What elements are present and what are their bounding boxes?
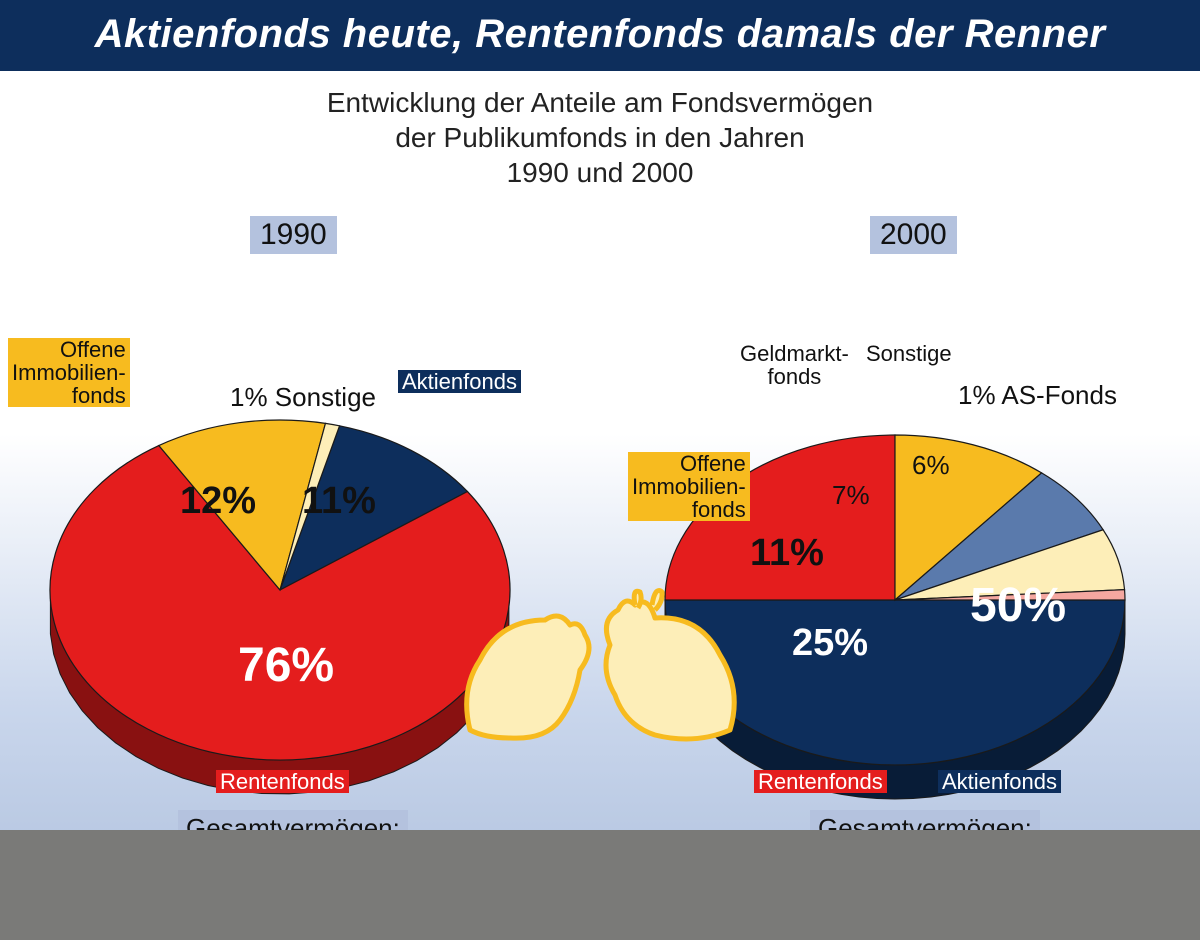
pct-aktienfonds: 11% <box>302 480 376 523</box>
label-1990-immobilien: Offene Immobilien- fonds <box>8 338 130 407</box>
subtitle-line1: Entwicklung der Anteile am Fondsvermögen <box>327 87 873 118</box>
footer-gray-bar <box>0 830 1200 940</box>
label-2000-immobilien: Offene Immobilien- fonds <box>628 452 750 521</box>
pct-geldmarktfonds: 7% <box>832 480 870 511</box>
bear-bull-icon <box>450 550 750 750</box>
label-1990-aktien: Aktienfonds <box>398 370 521 393</box>
pct-rentenfonds: 25% <box>792 622 868 665</box>
pct-sonstige: 1% Sonstige <box>230 382 376 413</box>
pct-aktienfonds: 50% <box>970 578 1066 633</box>
pct-sonstige: 6% <box>912 450 950 481</box>
label-2000-aktien: Aktienfonds <box>938 770 1061 793</box>
label-2000-sonstige: Sonstige <box>866 342 952 365</box>
pct-offene-immobilienfonds: 12% <box>180 480 256 523</box>
pct-as-fonds: 1% AS-Fonds <box>958 380 1117 411</box>
header-title: Aktienfonds heute, Rentenfonds damals de… <box>0 0 1200 71</box>
year-2000: 2000 <box>870 216 957 254</box>
charts-area: 1990 2000 Offene Immobilien- fonds Aktie… <box>0 210 1200 850</box>
year-1990: 1990 <box>250 216 337 254</box>
subtitle-line2: der Publikumfonds in den Jahren <box>395 122 804 153</box>
pct-rentenfonds: 76% <box>238 638 334 693</box>
subtitle: Entwicklung der Anteile am Fondsvermögen… <box>0 85 1200 190</box>
subtitle-line3: 1990 und 2000 <box>507 157 694 188</box>
label-1990-renten: Rentenfonds <box>216 770 349 793</box>
label-2000-geldmarkt: Geldmarkt- fonds <box>740 342 849 388</box>
pct-offene-immobilienfonds: 11% <box>750 532 824 575</box>
label-2000-renten: Rentenfonds <box>754 770 887 793</box>
